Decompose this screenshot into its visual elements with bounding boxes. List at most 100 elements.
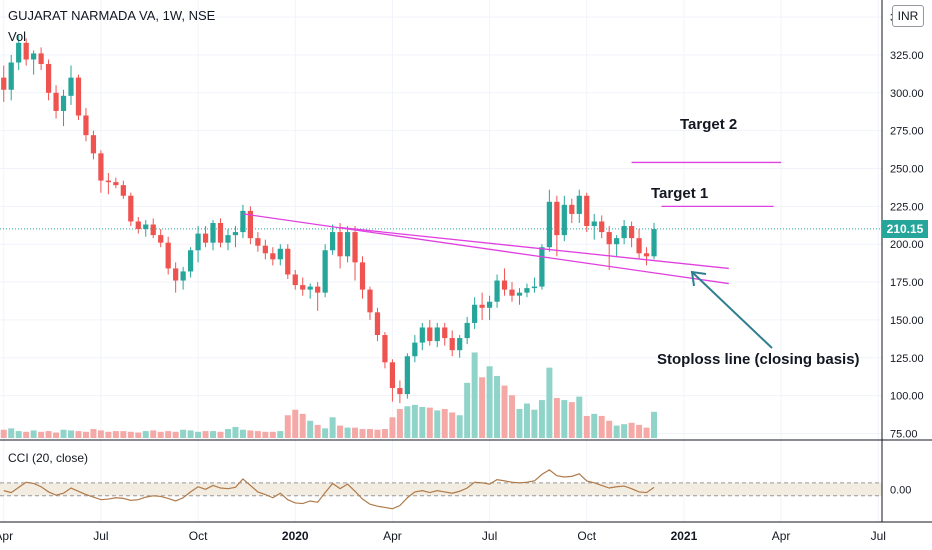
candle-body bbox=[636, 238, 642, 254]
volume-bar bbox=[68, 430, 74, 438]
volume-bar bbox=[292, 409, 299, 438]
candle-body bbox=[614, 238, 620, 245]
candle-body bbox=[195, 233, 201, 251]
candle-body bbox=[509, 289, 515, 296]
volume-bar bbox=[329, 417, 336, 438]
volume-bars bbox=[0, 352, 658, 438]
volume-bar bbox=[299, 413, 306, 438]
candle-body bbox=[135, 221, 141, 230]
x-tick-label: Apr bbox=[0, 529, 13, 543]
candle-body bbox=[173, 268, 179, 281]
candle-body bbox=[337, 232, 343, 257]
candle-body bbox=[367, 289, 373, 313]
currency-button[interactable]: INR bbox=[892, 5, 924, 27]
candle-body bbox=[501, 280, 508, 290]
candle-body bbox=[651, 229, 657, 257]
symbol-title: GUJARAT NARMADA VA, 1W, NSE bbox=[8, 8, 216, 23]
cci-label: CCI (20, close) bbox=[8, 451, 89, 465]
candle-body bbox=[113, 182, 119, 186]
grid-lines bbox=[0, 0, 882, 522]
candle-body bbox=[315, 286, 321, 293]
cci-band bbox=[0, 482, 882, 496]
volume-bar bbox=[142, 431, 149, 438]
candle-body bbox=[202, 233, 209, 243]
candle-body bbox=[539, 247, 545, 287]
candle-body bbox=[38, 53, 44, 65]
trendline bbox=[242, 213, 729, 285]
candle-body bbox=[591, 221, 597, 227]
volume-bar bbox=[0, 429, 7, 438]
candle-body bbox=[23, 42, 29, 60]
volume-bar bbox=[210, 431, 217, 438]
volume-bar bbox=[105, 431, 112, 438]
volume-bar bbox=[441, 409, 448, 438]
candle-body bbox=[494, 280, 500, 302]
candle-body bbox=[397, 388, 403, 395]
candle-body bbox=[158, 235, 164, 243]
y-tick-label: 100.00 bbox=[890, 391, 924, 403]
volume-bar bbox=[337, 425, 344, 438]
volume-bar bbox=[157, 431, 164, 438]
volume-bar bbox=[90, 429, 97, 438]
annotation-target-2[interactable]: Target 2 bbox=[680, 116, 738, 133]
volume-bar bbox=[621, 424, 628, 438]
x-tick-label: Apr bbox=[383, 529, 402, 543]
candle-body bbox=[210, 223, 216, 243]
x-tick-label: Jul bbox=[482, 529, 497, 543]
candle-body bbox=[83, 115, 89, 136]
candle-body bbox=[561, 204, 567, 236]
candle-body bbox=[643, 253, 650, 257]
candle-body bbox=[472, 304, 478, 323]
cci-pane bbox=[0, 469, 882, 510]
volume-bar bbox=[628, 422, 635, 438]
y-tick-label: 325.00 bbox=[890, 50, 924, 62]
volume-bar bbox=[456, 415, 463, 438]
candle-body bbox=[217, 223, 224, 243]
candle-body bbox=[105, 180, 111, 183]
candle-body bbox=[322, 250, 328, 293]
volume-bar bbox=[411, 404, 418, 438]
candle-body bbox=[180, 271, 186, 281]
trendline bbox=[340, 226, 729, 270]
candle-body bbox=[427, 327, 433, 342]
x-tick-label: Apr bbox=[772, 529, 791, 543]
volume-bar bbox=[307, 420, 314, 438]
candle-body bbox=[576, 195, 582, 214]
volume-bar bbox=[224, 429, 231, 438]
candle-body bbox=[150, 224, 156, 236]
volume-bar bbox=[651, 411, 658, 438]
candle-body bbox=[382, 335, 388, 363]
y-tick-label: 300.00 bbox=[890, 88, 924, 100]
volume-bar bbox=[419, 406, 426, 438]
x-tick-label: Jul bbox=[871, 529, 886, 543]
annotation-stoploss[interactable]: Stoploss line (closing basis) bbox=[657, 351, 860, 368]
annotation-target-1[interactable]: Target 1 bbox=[651, 185, 709, 202]
volume-bar bbox=[598, 415, 605, 438]
y-tick-label: 225.00 bbox=[890, 201, 924, 213]
volume-bar bbox=[426, 407, 433, 438]
candle-body bbox=[330, 232, 336, 251]
volume-bar bbox=[568, 402, 575, 438]
candle-body bbox=[412, 342, 418, 357]
volume-bar bbox=[509, 395, 515, 438]
candle-body bbox=[60, 95, 67, 111]
x-tick-label: 2021 bbox=[671, 529, 698, 543]
volume-bar bbox=[561, 400, 568, 438]
candle-body bbox=[464, 322, 470, 339]
candle-body bbox=[247, 210, 254, 239]
volume-bar bbox=[636, 424, 643, 438]
volume-bar bbox=[464, 382, 471, 438]
candle-body bbox=[120, 185, 126, 196]
volume-bar bbox=[553, 398, 560, 438]
volume-bar bbox=[546, 367, 553, 438]
volume-bar bbox=[389, 417, 396, 438]
volume-bar bbox=[314, 424, 321, 438]
volume-bar bbox=[613, 425, 620, 438]
candle-body bbox=[516, 292, 523, 296]
volume-bar bbox=[23, 431, 30, 438]
candle-body bbox=[486, 301, 493, 308]
volume-bar bbox=[239, 429, 246, 438]
volume-bar bbox=[60, 429, 67, 438]
candle-body bbox=[45, 64, 52, 93]
